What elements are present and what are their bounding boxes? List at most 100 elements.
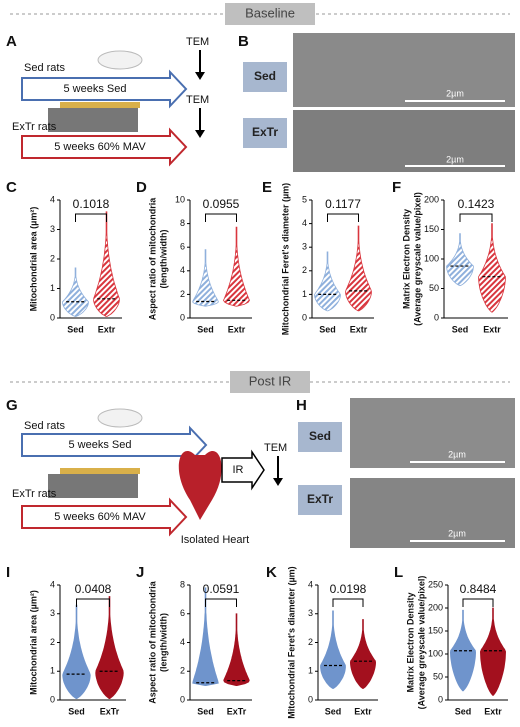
significance-bracket (205, 213, 237, 222)
y-tick-label: 200 (428, 602, 443, 612)
violin (192, 587, 219, 686)
ir-arrow (221, 449, 265, 491)
y-axis-label: Matrix Electron Density (401, 209, 411, 309)
y-tick-label: 4 (180, 265, 185, 275)
y-tick-label: 2 (180, 289, 185, 299)
x-tick-label: Extr (98, 324, 116, 334)
panel-letter: D (136, 179, 147, 196)
y-tick-label: 250 (428, 579, 443, 589)
arrow-label: 5 weeks 60% MAV (54, 511, 146, 523)
group-box (243, 118, 287, 148)
rat-icon (97, 408, 143, 428)
x-tick-label: Sed (197, 706, 214, 716)
significance-bracket (462, 598, 494, 607)
y-tick-label: 0 (438, 694, 443, 704)
y-tick-label: 5 (302, 194, 307, 204)
y-axis-label: Aspect ratio of mitochondria (147, 197, 157, 321)
x-tick-label: Extr (350, 324, 368, 334)
timeline-arrow (21, 69, 188, 109)
y-tick-label: 150 (424, 224, 439, 234)
tem-label: TEM (264, 442, 287, 454)
header-box (230, 371, 310, 393)
y-tick-label: 150 (428, 625, 443, 635)
violin (192, 249, 219, 307)
y-tick-label: 3 (308, 608, 313, 618)
group-label: Sed rats (24, 62, 65, 74)
tem-label: TEM (186, 36, 209, 48)
y-axis-label: (Average greyscale value/pixel) (412, 192, 422, 326)
y-tick-label: 4 (308, 579, 313, 589)
y-tick-label: 4 (50, 194, 55, 204)
scale-label: 2µm (446, 88, 464, 98)
timeline-arrow (21, 127, 188, 167)
significance-bracket (75, 213, 107, 222)
y-tick-label: 0 (50, 694, 55, 704)
treadmill-icon (60, 102, 140, 108)
x-tick-label: Sed (197, 324, 214, 334)
p-value: 0.8484 (460, 582, 497, 596)
heart-icon (178, 451, 222, 520)
arrowhead (195, 130, 205, 138)
y-tick-label: 0 (308, 694, 313, 704)
panel-letter: E (262, 179, 272, 196)
tem-image (350, 478, 515, 548)
p-value: 0.0591 (203, 582, 240, 596)
significance-bracket (327, 213, 359, 222)
treadmill-icon (48, 108, 138, 132)
arrow-label: 5 weeks 60% MAV (54, 141, 146, 153)
p-value: 0.1177 (325, 197, 361, 211)
violin (62, 267, 89, 317)
tem-image (293, 110, 515, 172)
y-tick-label: 200 (424, 194, 439, 204)
y-tick-label: 2 (180, 666, 185, 676)
x-tick-label: Extr (483, 324, 501, 334)
y-tick-label: 50 (433, 671, 443, 681)
y-tick-label: 4 (50, 579, 55, 589)
y-axis-label: Aspect ratio of mitochondria (147, 580, 157, 704)
y-axis-label: (length/width) (158, 613, 168, 672)
x-tick-label: ExTr (227, 706, 247, 716)
x-tick-label: Sed (319, 324, 336, 334)
y-tick-label: 1 (302, 289, 307, 299)
panel-letter: K (266, 564, 277, 581)
group-label: ExTr (252, 125, 278, 139)
group-label: Sed (309, 429, 331, 443)
y-axis-label: Mitochondrial area (µm²) (28, 207, 38, 312)
tem-image (350, 398, 515, 468)
y-tick-label: 10 (175, 194, 185, 204)
y-tick-label: 6 (180, 242, 185, 252)
header-box (225, 3, 315, 25)
violin (446, 233, 474, 286)
panel-letter: J (136, 564, 144, 581)
violin (223, 613, 250, 686)
y-tick-label: 50 (429, 283, 439, 293)
x-tick-label: Sed (325, 706, 342, 716)
panel-letter: B (238, 33, 249, 50)
y-tick-label: 2 (50, 637, 55, 647)
x-tick-label: Extr (484, 706, 502, 716)
x-tick-label: Sed (68, 706, 85, 716)
scale-label: 2µm (446, 154, 464, 164)
y-axis-label: Mitochondrial Feret's diameter (µm) (280, 183, 290, 335)
significance-bracket (459, 213, 493, 222)
y-tick-label: 8 (180, 579, 185, 589)
y-tick-label: 6 (180, 608, 185, 618)
y-tick-label: 0 (302, 312, 307, 322)
violin (349, 619, 377, 689)
y-tick-label: 0 (180, 694, 185, 704)
y-axis-label: (Average greyscale value/pixel) (416, 576, 426, 710)
group-label: ExTr (307, 492, 333, 506)
y-axis-label: Matrix Electron Density (405, 592, 415, 692)
x-tick-label: Sed (455, 706, 472, 716)
x-tick-label: Extr (354, 706, 372, 716)
p-value: 0.0955 (203, 197, 240, 211)
rat-icon (97, 50, 143, 70)
group-box (298, 422, 342, 452)
y-tick-label: 3 (302, 242, 307, 252)
y-tick-label: 2 (302, 265, 307, 275)
panel-letter: I (6, 564, 10, 581)
significance-bracket (76, 598, 110, 607)
violin (314, 251, 341, 312)
header: Baseline (245, 5, 295, 20)
p-value: 0.0198 (330, 582, 367, 596)
